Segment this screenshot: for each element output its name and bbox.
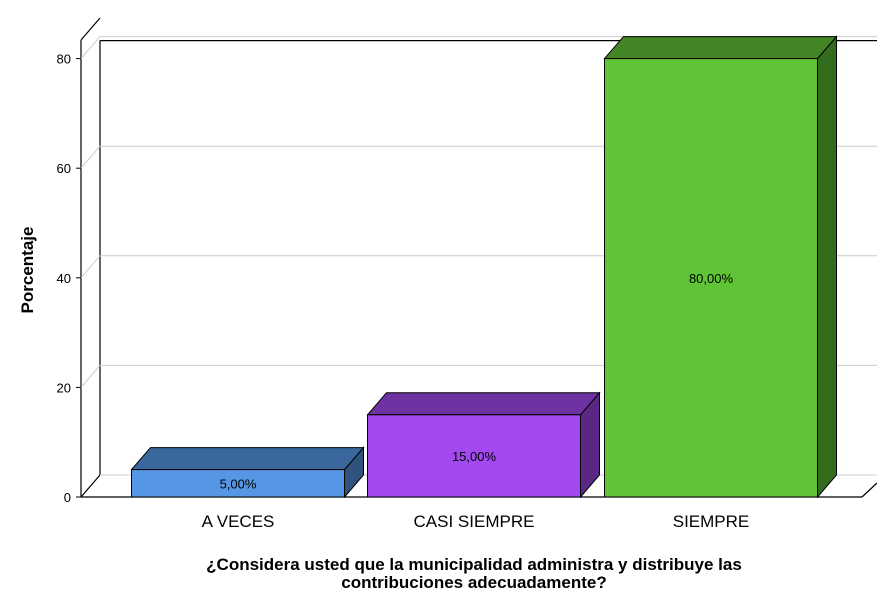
bar-side-face — [817, 35, 837, 499]
labels: 0 20 40 60 80 5,00% A VECES 15,00% CASI SIEMPRE 8… — [57, 52, 750, 531]
x-tick-label: CASI SIEMPRE — [414, 512, 535, 531]
bar-3 — [603, 35, 838, 499]
bar-front-face — [367, 414, 581, 498]
gridline-side-60 — [80, 145, 101, 169]
x-tick-label: A VECES — [202, 512, 275, 531]
bar-top-face — [130, 447, 365, 471]
x-axis-title-line-1: ¿Considera usted que la municipalidad ad… — [206, 555, 742, 574]
y-tick-label: 0 — [64, 490, 71, 505]
bar-front-face — [604, 58, 818, 498]
data-label: 80,00% — [689, 271, 734, 286]
bar-2 — [366, 391, 601, 499]
data-label: 15,00% — [452, 449, 497, 464]
y-axis-title: Porcentaje — [18, 227, 37, 314]
y-tick-label: 80 — [57, 52, 71, 67]
gridline-side-80 — [80, 36, 101, 59]
y-tick-label: 20 — [57, 380, 71, 395]
gridline-side-20 — [80, 365, 101, 388]
side-wall-top-edge — [80, 17, 101, 41]
bar-1 — [130, 446, 365, 499]
floor-left-edge — [80, 474, 101, 498]
floor-right-edge — [861, 482, 877, 498]
bar-front-face — [131, 469, 345, 498]
bar-top-face — [603, 36, 838, 60]
gridline-side-40 — [80, 255, 101, 279]
bar-top-face — [366, 392, 601, 416]
bars — [130, 35, 838, 499]
x-tick-label: SIEMPRE — [673, 512, 750, 531]
x-axis-title-line-2: contribuciones adecuadamente? — [341, 573, 606, 592]
y-tick-label: 60 — [57, 161, 71, 176]
data-label: 5,00% — [220, 476, 257, 491]
y-tick-label: 40 — [57, 271, 71, 286]
